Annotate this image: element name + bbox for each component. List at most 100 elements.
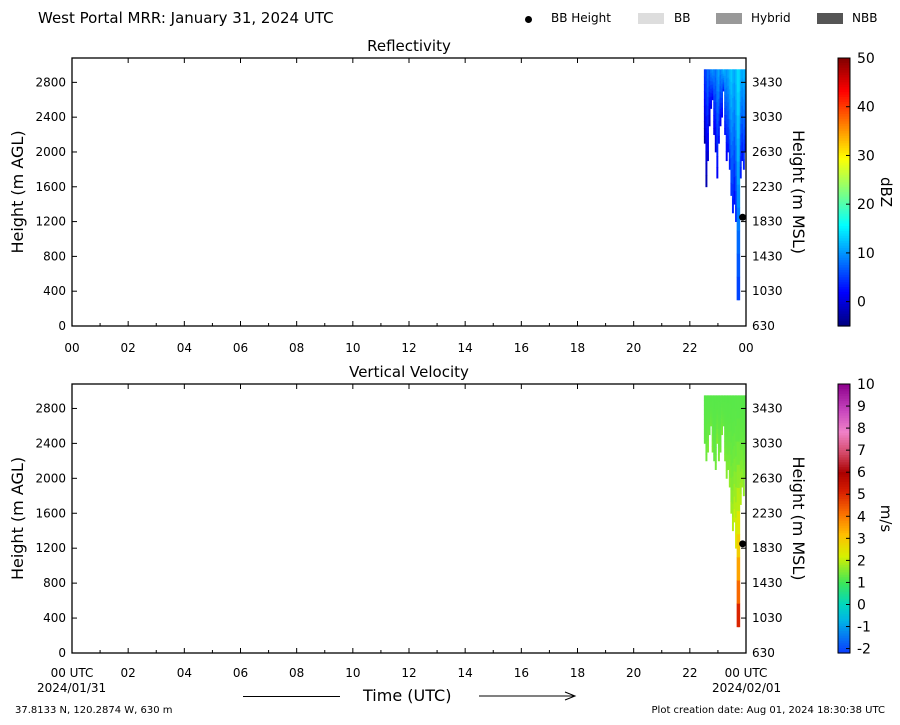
echo-cell-0-24-5 [741,114,744,125]
colorbar-frame-0 [837,57,851,327]
colorbar-swatch-1-74 [838,564,850,569]
echo-cell-1-18-2 [731,422,734,437]
echo-cell-0-15-0 [727,69,730,78]
echo-cell-1-18-4 [731,449,734,464]
echo-cell-1-13-5 [724,428,727,436]
echo-cell-0-20-6 [735,160,738,177]
colorbar-swatch-1-97 [838,621,850,625]
colorbar-swatch-0-12 [838,87,850,91]
colorbar-tick-label-1-8: 6 [857,465,866,481]
legend-label-bb-height: BB Height [551,11,611,25]
x-tick-label-0-4: 08 [289,341,304,355]
x-tick-label-1-2: 04 [177,666,192,680]
echo-cell-0-25-9 [742,159,745,170]
echo-cell-0-4-4 [710,84,713,90]
echo-cell-1-22-9 [738,603,741,628]
colorbar-swatch-0-46 [838,170,850,174]
colorbar-swatch-1-6 [838,398,850,402]
echo-cell-0-22-9 [738,276,741,301]
echo-cell-1-18-7 [731,490,734,505]
echo-cell-1-2-6 [707,429,709,436]
colorbar-swatch-1-38 [838,476,850,480]
echo-cell-1-9-8 [717,447,720,455]
echo-cell-0-7-8 [714,135,717,145]
echo-cell-0-2-7 [707,133,709,143]
echo-cell-0-12-6 [722,82,725,85]
echo-cell-1-24-2 [741,413,744,424]
echo-cell-1-15-3 [727,417,730,426]
echo-cell-0-15-5 [727,110,730,120]
colorbar-swatch-1-51 [838,508,850,512]
echo-cell-1-15-7 [727,447,730,456]
echo-cell-1-12-3 [722,404,725,408]
colorbar-swatch-1-35 [838,469,850,473]
legend-label-hybrid: Hybrid [751,11,791,25]
echo-cell-0-24-4 [741,105,744,116]
echo-cell-1-1-3 [705,415,708,422]
echo-cell-0-12-4 [722,78,725,81]
colorbar-swatch-1-91 [838,606,850,610]
colorbar-swatch-1-15 [838,420,850,424]
echo-cell-1-22-4 [738,487,741,512]
echo-cell-0-5-5 [711,84,714,88]
x-tick-label-1-3: 06 [233,666,248,680]
echo-cell-1-18-3 [731,435,734,450]
echo-cell-1-20-4 [735,456,738,473]
colorbar-swatch-1-67 [838,547,850,551]
echo-cell-1-19-8 [733,496,736,510]
colorbar-swatch-0-88 [838,272,850,276]
colorbar-swatch-0-53 [838,187,850,191]
colorbar-swatch-1-50 [838,506,850,510]
echo-cell-1-20-5 [735,471,738,488]
echo-cell-1-17-9 [730,501,733,514]
echo-cell-1-2-3 [707,412,709,419]
echo-cell-1-1-8 [705,447,708,455]
echo-cell-1-21-6 [736,534,739,558]
y-tick-label-1-1: 400 [43,611,66,625]
echo-cell-0-19-9 [733,190,736,205]
colorbar-swatch-0-9 [838,79,850,83]
echo-cell-0-18-0 [731,69,734,85]
echo-cell-0-23-1 [739,80,742,92]
colorbar-swatch-0-81 [838,255,850,259]
echo-cell-1-7-2 [714,410,717,419]
echo-cell-0-25-0 [742,69,745,80]
echo-cell-1-22-8 [738,580,741,605]
echo-cell-1-18-9 [731,517,734,532]
echo-cell-1-20-9 [735,532,738,549]
echo-cell-1-10-1 [719,401,722,408]
colorbar-swatch-0-93 [838,284,850,288]
echo-cell-1-14-7 [725,453,728,463]
echo-cell-1-25-9 [742,485,745,497]
echo-cell-0-20-8 [735,191,738,207]
colorbar-swatch-0-102 [838,306,850,310]
echo-cell-0-23-2 [739,91,742,103]
location-label: 37.8133 N, 120.2874 W, 630 m [15,705,173,716]
echo-cell-1-12-4 [722,407,725,412]
echo-cell-0-22-2 [738,115,741,139]
y2-tick-label-0-1: 1030 [752,284,783,298]
echo-cell-0-6-1 [713,75,716,83]
y-axis-label-1: Height (m AGL) [8,457,27,580]
colorbar-swatch-0-62 [838,209,850,213]
echo-cell-0-17-7 [730,157,733,171]
echo-cell-1-1-5 [705,428,708,436]
colorbar-swatch-1-82 [838,584,850,588]
echo-cell-1-4-6 [710,413,713,418]
echo-cell-1-17-1 [730,407,733,420]
echo-cell-0-14-7 [725,133,728,143]
echo-cell-0-2-4 [707,105,709,116]
time-arrow-left-line [243,696,340,697]
colorbar-swatch-1-59 [838,528,850,532]
colorbar-swatch-1-70 [838,555,850,559]
legend-swatch-bb [638,13,664,24]
echo-cell-0-2-9 [707,151,709,162]
colorbar-swatch-0-76 [838,243,850,247]
colorbar-label-1: m/s [877,505,895,533]
echo-cell-1-21-8 [736,580,739,605]
echo-cell-1-17-7 [730,477,733,491]
echo-cell-0-22-0 [738,69,741,93]
bb-height-point-1-0 [739,540,747,548]
echo-cell-1-13-7 [724,441,727,449]
echo-cell-1-1-6 [705,434,708,442]
